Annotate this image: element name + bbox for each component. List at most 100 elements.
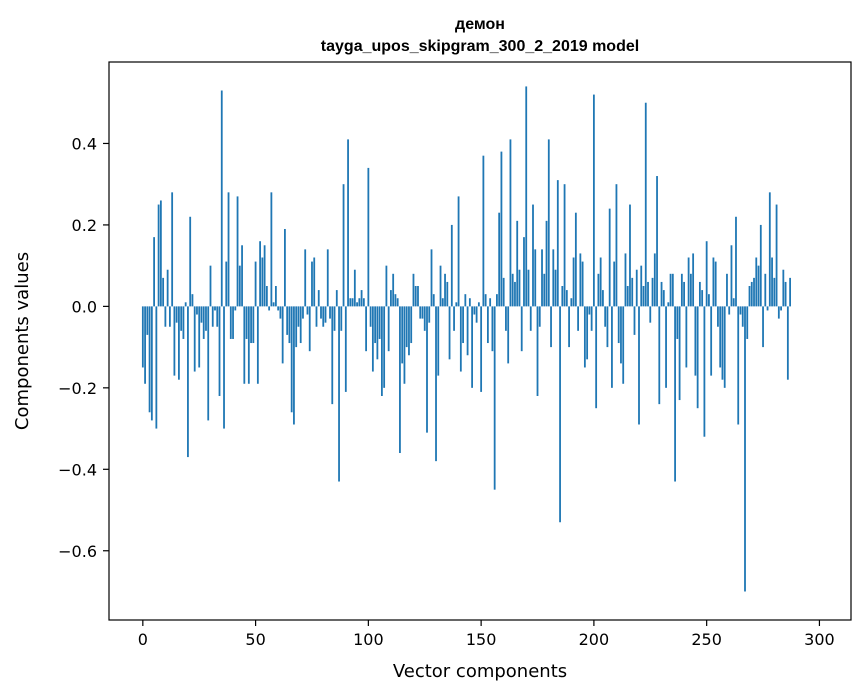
bar-133 — [441, 298, 444, 307]
bar-20 — [187, 306, 189, 458]
bar-195 — [581, 261, 584, 307]
bar-18 — [182, 306, 185, 339]
bar-64 — [286, 306, 289, 335]
bar-75 — [311, 261, 313, 307]
bar-185 — [559, 306, 561, 523]
bar-222 — [642, 286, 645, 307]
bar-58 — [272, 302, 275, 307]
bar-242 — [687, 257, 690, 307]
bar-279 — [771, 257, 773, 307]
x-axis-label: Vector components — [393, 661, 567, 682]
bar-265 — [739, 306, 742, 315]
bar-200 — [592, 94, 595, 307]
bar-270 — [750, 281, 753, 307]
bar-102 — [371, 306, 374, 372]
bar-224 — [647, 281, 649, 307]
bar-274 — [759, 224, 762, 307]
y-tick-label: −0.2 — [58, 379, 97, 398]
bar-44 — [241, 245, 243, 307]
bar-57 — [270, 192, 273, 307]
bar-86 — [335, 290, 338, 307]
bar-3 — [148, 306, 151, 413]
bar-239 — [680, 273, 683, 307]
bar-8 — [159, 200, 162, 307]
bar-255 — [717, 306, 719, 327]
bar-13 — [171, 192, 174, 307]
bar-212 — [620, 306, 622, 364]
bar-243 — [689, 273, 692, 307]
bar-126 — [426, 306, 428, 433]
bar-214 — [624, 253, 627, 307]
bar-192 — [574, 212, 577, 307]
bar-217 — [631, 277, 634, 307]
bar-263 — [735, 216, 737, 307]
bar-16 — [178, 306, 180, 380]
bar-90 — [344, 306, 347, 392]
bar-40 — [232, 306, 234, 339]
bar-189 — [568, 306, 570, 348]
bar-100 — [367, 167, 370, 307]
bar-257 — [721, 306, 724, 380]
bar-186 — [561, 286, 564, 307]
bar-105 — [378, 306, 381, 339]
y-tick-label: 0.4 — [72, 134, 97, 153]
y-axis-label: Components values — [12, 252, 33, 430]
bar-196 — [583, 306, 586, 368]
bar-156 — [493, 306, 496, 490]
bar-254 — [714, 261, 717, 307]
bar-226 — [651, 277, 654, 307]
bar-104 — [376, 306, 379, 360]
bar-134 — [444, 273, 446, 307]
bar-30 — [209, 265, 212, 307]
bar-191 — [572, 257, 575, 307]
bar-130 — [435, 306, 437, 462]
bar-246 — [696, 306, 699, 409]
bar-247 — [698, 281, 701, 307]
bar-51 — [256, 306, 259, 384]
bar-178 — [543, 273, 546, 307]
bar-152 — [484, 294, 487, 307]
bar-207 — [608, 208, 611, 307]
bar-39 — [229, 306, 232, 339]
bar-205 — [604, 306, 607, 327]
bar-233 — [667, 302, 670, 307]
bar-78 — [317, 290, 320, 307]
bar-23 — [193, 306, 196, 372]
bar-127 — [428, 306, 431, 323]
bar-135 — [446, 281, 449, 307]
bar-215 — [626, 286, 629, 307]
bar-232 — [665, 306, 667, 388]
bar-227 — [653, 253, 656, 307]
bar-165 — [514, 281, 516, 307]
bar-236 — [674, 306, 676, 482]
bar-49 — [252, 306, 255, 344]
bar-24 — [196, 306, 198, 315]
bar-273 — [757, 265, 760, 307]
bar-115 — [401, 306, 404, 364]
bar-164 — [511, 273, 514, 307]
bar-52 — [259, 241, 261, 307]
bar-128 — [430, 249, 433, 307]
bar-286 — [786, 306, 789, 380]
bar-54 — [263, 245, 266, 307]
bar-206 — [606, 306, 609, 348]
bar-85 — [333, 306, 336, 331]
bar-43 — [238, 265, 241, 307]
bar-260 — [728, 306, 731, 315]
bar-80 — [322, 306, 325, 327]
x-tick-label: 0 — [138, 630, 148, 649]
bar-163 — [509, 139, 512, 307]
bar-50 — [254, 261, 257, 307]
bar-223 — [644, 102, 647, 307]
x-tick-label: 100 — [353, 630, 384, 649]
bar-280 — [773, 277, 776, 307]
bar-32 — [214, 306, 216, 311]
bar-7 — [157, 204, 160, 307]
bar-159 — [500, 151, 503, 307]
bar-95 — [356, 302, 358, 307]
y-axis-ticks: −0.6 −0.4 −0.2 0.0 0.2 0.4 — [58, 134, 109, 561]
bar-48 — [250, 306, 252, 344]
bar-92 — [349, 298, 352, 307]
bar-284 — [782, 269, 785, 307]
bar-183 — [554, 269, 557, 307]
